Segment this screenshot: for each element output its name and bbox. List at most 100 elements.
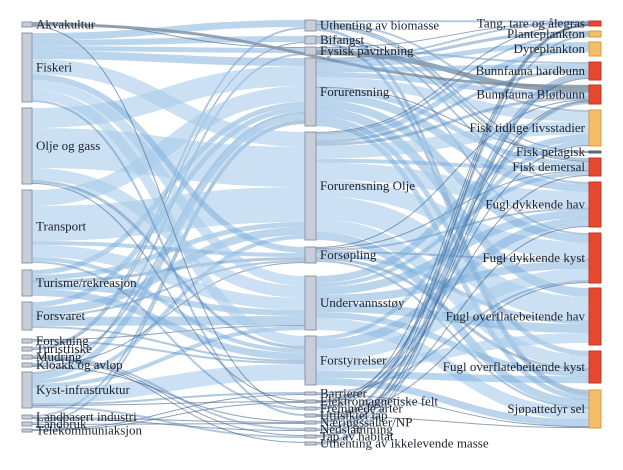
flow-link-mudring--nedslamming (31, 355, 306, 430)
flow-link-fysisk-pavirkning--tang-tare-og-alegras (315, 21, 590, 48)
sankey-node-tap-av-habitat (304, 434, 317, 439)
sankey-node-label-telekommuniaksjon: Telekommuniaksjon (36, 423, 142, 438)
sankey-node-landbruk (21, 421, 33, 427)
flow-link-bifangst--fugl-dykkende-hav (315, 37, 590, 184)
sankey-node-label-olje-og-gass: Olje og gass (36, 138, 100, 153)
sankey-node-label-forstyrrelser: Forstyrrelser (320, 353, 387, 368)
flow-link-forstyrrelser--sjopattedyr-sel (315, 378, 590, 427)
flow-link-forurensning-olje--fugl-dykkende-kyst (315, 179, 590, 260)
sankey-node-elektromagnetiske-felt (304, 399, 317, 404)
sankey-node-bunnfauna-hardbunn (588, 61, 602, 81)
flow-link-forsvaret--forstyrrelser (31, 326, 306, 362)
sankey-node-label-forsopling: Forsøpling (320, 247, 377, 262)
flow-link-fiskeri--fysisk-pavirkning (31, 46, 306, 53)
sankey-node-forurensning (304, 57, 317, 127)
flow-link-elektromagnetiske-felt--bunnfauna-blotbunn (315, 100, 590, 401)
flow-link-fiskeri--utilsiktet-tap (31, 100, 306, 416)
flow-link-landbasert-industri--naeringssalter-np (31, 417, 306, 423)
sankey-node-label-fugl-dykkende-hav: Fugl dykkende hav (485, 197, 585, 212)
sankey-node-fiskeri (21, 32, 33, 103)
flow-link-uthenting-av-biomasse--tang-tare-og-alegras (315, 20, 590, 23)
flow-link-kyst-infrastruktur--forstyrrelser (31, 364, 306, 404)
sankey-node-label-fremmede-arter: Fremmede arter (320, 401, 403, 416)
sankey-node-label-fysisk-pavirkning: Fysisk påvirkning (320, 43, 414, 58)
sankey-node-label-forskning: Forskning (36, 333, 89, 348)
flow-link-transport--forstyrrelser (31, 257, 306, 353)
sankey-node-uthenting-av-biomasse (304, 19, 317, 32)
sankey-node-bunnfauna-blotbunn (588, 84, 602, 105)
flow-link-naeringssalter-np--tang-tare-og-alegras (315, 24, 590, 422)
flow-link-tap-av-habitat--tang-tare-og-alegras (315, 25, 590, 436)
sankey-node-undervannsstoy (304, 275, 317, 331)
sankey-node-label-fiskeri: Fiskeri (36, 60, 73, 75)
sankey-node-label-bunnfauna-blotbunn: Bunnfauna Bløtbunn (476, 87, 585, 102)
sankey-node-planteplankton (588, 30, 602, 38)
flow-link-olje-og-gass--elektromagnetiske-felt (31, 183, 306, 401)
sankey-node-akvakultur (21, 21, 33, 28)
sankey-node-dyreplankton (588, 41, 602, 57)
flow-link-fremmede-arter--tang-tare-og-alegras (315, 24, 590, 408)
flow-link-kyst-infrastruktur--barrierer (31, 392, 306, 406)
sankey-node-uthenting-av-ikkelevende-masse (304, 441, 317, 446)
flow-link-fysisk-pavirkning--bunnfauna-blotbunn (315, 50, 590, 93)
sankey-node-barrierer (304, 391, 317, 396)
sankey-node-label-turisme-rekreasjon: Turisme/rekreasjon (36, 275, 137, 290)
sankey-node-label-nedslamming: Nedslamming (320, 422, 393, 437)
flow-link-mudring--tap-av-habitat (31, 357, 306, 436)
sankey-node-label-planteplankton: Planteplankton (507, 26, 585, 41)
flow-link-olje-og-gass--undervannsstoy (31, 168, 306, 298)
flow-link-forurensning--fisk-pelagisk (315, 86, 590, 153)
flow-link-forurensning--bunnfauna-hardbunn (315, 64, 590, 73)
flow-link-fiskeri--forsopling (31, 74, 306, 253)
sankey-node-label-barrierer: Barrierer (320, 386, 368, 401)
sankey-node-fisk-tidlige-livsstadier (588, 109, 602, 147)
sankey-node-label-turistfiske: Turistfiske (36, 341, 92, 356)
flow-link-landbasert-industri--nedslamming (31, 418, 306, 431)
sankey-node-fisk-demersal (588, 157, 602, 177)
sankey-node-label-uthenting-av-biomasse: Uthenting av biomasse (320, 18, 439, 33)
sankey-node-fisk-pelagisk (588, 150, 602, 154)
sankey-node-label-elektromagnetiske-felt: Elektromagnetiske felt (320, 394, 438, 409)
flow-link-barrierer--fugl-dykkende-kyst (315, 280, 590, 394)
flow-link-forurensning--fisk-demersal (315, 87, 590, 167)
sankey-node-label-utilsiktet-tap: Utilsiktet tap (320, 408, 388, 423)
flow-link-turisme-rekreasjon--undervannsstoy (31, 283, 306, 316)
sankey-node-turistfiske (21, 346, 33, 352)
sankey-node-label-transport: Transport (36, 219, 86, 234)
flow-link-forurensning--planteplankton (315, 30, 590, 63)
sankey-node-forskning (21, 338, 33, 344)
sankey-node-forstyrrelser (304, 335, 317, 386)
flow-link-forurensning-olje--fugl-overflatebeitende-kyst (315, 219, 590, 369)
flow-link-utilsiktet-tap--fugl-dykkende-kyst (315, 282, 590, 416)
flow-link-forstyrrelser--fisk-tidlige-livsstadier (315, 141, 590, 340)
flow-link-fremmede-arter--bunnfauna-hardbunn (315, 72, 590, 410)
sankey-node-label-fisk-tidlige-livsstadier: Fisk tidlige livsstadier (469, 120, 585, 135)
sankey-node-forurensning-olje (304, 131, 317, 241)
sankey-node-label-kyst-infrastruktur: Kyst-infrastruktur (36, 382, 131, 397)
flow-link-forsvaret--forsopling (31, 260, 306, 317)
flow-link-undervannsstoy--fugl-overflatebeitende-kyst (315, 312, 590, 377)
flow-link-forurensning-olje--bunnfauna-hardbunn (315, 69, 590, 143)
sankey-node-fugl-dykkende-hav (588, 181, 602, 228)
flow-link-forskning--forstyrrelser (31, 340, 306, 364)
flow-link-forurensning-olje--fisk-tidlige-livsstadier (315, 121, 590, 159)
flow-link-telekommuniaksjon--elektromagnetiske-felt (31, 402, 306, 431)
sankey-node-label-fugl-dykkende-kyst: Fugl dykkende kyst (482, 250, 585, 265)
flow-link-forurensning-olje--planteplankton (315, 33, 590, 135)
flow-link-elektromagnetiske-felt--fisk-demersal (315, 175, 590, 403)
sankey-node-fysisk-pavirkning (304, 46, 317, 56)
flow-link-forurensning--tang-tare-og-alegras (315, 22, 590, 60)
sankey-node-label-bifangst: Bifangst (320, 32, 364, 47)
sankey-node-label-akvakultur: Akvakultur (36, 17, 96, 32)
sankey-node-forsopling (304, 246, 317, 264)
sankey-node-utilsiktet-tap (304, 413, 317, 418)
flow-link-forstyrrelser--fugl-overflatebeitende-kyst (315, 371, 590, 384)
sankey-node-nedslamming (304, 427, 317, 432)
flow-link-forsvaret--forurensning-olje (31, 227, 306, 315)
sankey-node-olje-og-gass (21, 107, 33, 185)
flow-link-forstyrrelser--fugl-overflatebeitende-hav (315, 333, 590, 371)
flow-link-fiskeri--forurensning (31, 51, 306, 66)
sankey-node-fugl-overflatebeitende-kyst (588, 350, 602, 384)
